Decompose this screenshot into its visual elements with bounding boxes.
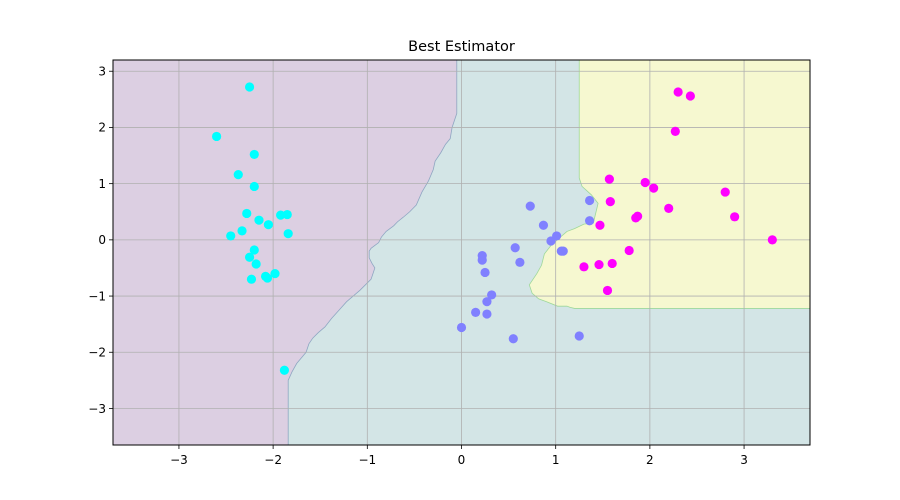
x-tick-label: −3 bbox=[170, 453, 188, 467]
y-tick-label: −3 bbox=[88, 402, 106, 416]
data-point-class-0 bbox=[276, 210, 286, 220]
y-tick-label: 0 bbox=[98, 233, 106, 247]
x-tick-label: 1 bbox=[552, 453, 560, 467]
chart-title: Best Estimator bbox=[408, 39, 515, 55]
data-point-class-2 bbox=[631, 213, 641, 223]
data-point-class-1 bbox=[584, 195, 595, 206]
y-tick-label: −2 bbox=[88, 346, 106, 360]
x-tick-label: −2 bbox=[264, 453, 282, 467]
data-point-class-1 bbox=[584, 216, 595, 226]
data-point-class-0 bbox=[279, 365, 290, 375]
data-point-class-2 bbox=[685, 91, 695, 101]
data-point-class-2 bbox=[594, 259, 604, 270]
data-point-class-2 bbox=[673, 87, 683, 97]
data-point-class-0 bbox=[283, 229, 293, 239]
data-point-class-1 bbox=[510, 243, 520, 253]
boundary-class-0 bbox=[287, 60, 458, 445]
data-point-class-1 bbox=[471, 307, 481, 317]
data-point-class-2 bbox=[670, 126, 680, 136]
data-point-class-1 bbox=[477, 255, 487, 265]
data-point-class-2 bbox=[730, 212, 740, 222]
data-point-class-0 bbox=[242, 208, 252, 219]
data-point-class-2 bbox=[579, 262, 589, 272]
data-point-class-1 bbox=[538, 220, 549, 230]
data-point-class-0 bbox=[246, 274, 257, 284]
data-point-class-0 bbox=[233, 170, 243, 180]
data-point-class-0 bbox=[244, 82, 255, 92]
data-point-class-0 bbox=[226, 231, 236, 241]
x-axis: −3 −2 −1 0 1 2 3 bbox=[170, 445, 748, 467]
data-point-class-0 bbox=[254, 215, 264, 225]
y-tick-label: 3 bbox=[98, 65, 106, 79]
data-point-class-2 bbox=[720, 187, 730, 197]
data-point-class-1 bbox=[525, 201, 535, 211]
y-axis: −3 −2 −1 0 1 2 3 bbox=[88, 65, 113, 416]
data-point-class-0 bbox=[212, 131, 222, 142]
data-point-class-2 bbox=[595, 220, 605, 230]
data-point-class-2 bbox=[604, 174, 614, 184]
data-point-class-0 bbox=[249, 245, 259, 255]
data-point-class-1 bbox=[574, 331, 584, 341]
data-point-class-1 bbox=[482, 297, 492, 307]
data-point-class-0 bbox=[244, 252, 255, 262]
data-point-class-0 bbox=[270, 268, 280, 279]
data-point-class-1 bbox=[482, 309, 492, 319]
data-point-class-0 bbox=[282, 209, 292, 220]
data-point-class-2 bbox=[607, 258, 617, 269]
data-point-class-0 bbox=[263, 220, 274, 230]
x-tick-label: −1 bbox=[358, 453, 376, 467]
data-point-class-0 bbox=[249, 181, 259, 192]
data-point-class-0 bbox=[251, 259, 261, 269]
data-point-class-2 bbox=[602, 285, 613, 296]
scatter-points bbox=[212, 82, 777, 375]
data-point-class-1 bbox=[552, 231, 562, 241]
data-point-class-2 bbox=[640, 177, 650, 188]
x-tick-label: 0 bbox=[458, 453, 466, 467]
data-point-class-1 bbox=[508, 334, 518, 344]
boundary-class-2 bbox=[528, 60, 810, 309]
y-tick-label: −1 bbox=[88, 289, 106, 303]
data-point-class-1 bbox=[456, 322, 467, 333]
x-tick-label: 2 bbox=[646, 453, 654, 467]
data-point-class-2 bbox=[767, 235, 777, 245]
data-point-class-1 bbox=[487, 290, 497, 300]
data-point-class-0 bbox=[237, 226, 247, 236]
data-point-class-1 bbox=[558, 246, 568, 256]
y-tick-label: 1 bbox=[98, 177, 106, 191]
data-point-class-0 bbox=[249, 149, 259, 160]
y-tick-label: 2 bbox=[98, 121, 106, 135]
data-point-class-2 bbox=[664, 203, 674, 213]
data-point-class-2 bbox=[605, 197, 615, 207]
data-point-class-1 bbox=[515, 257, 525, 267]
plot-area bbox=[113, 60, 810, 445]
region-class-2 bbox=[529, 60, 810, 309]
x-tick-label: 3 bbox=[740, 453, 748, 467]
data-point-class-1 bbox=[480, 267, 490, 278]
data-point-class-0 bbox=[262, 273, 273, 283]
data-point-class-2 bbox=[649, 183, 659, 193]
data-point-class-2 bbox=[624, 245, 634, 256]
region-class-0 bbox=[113, 60, 457, 445]
